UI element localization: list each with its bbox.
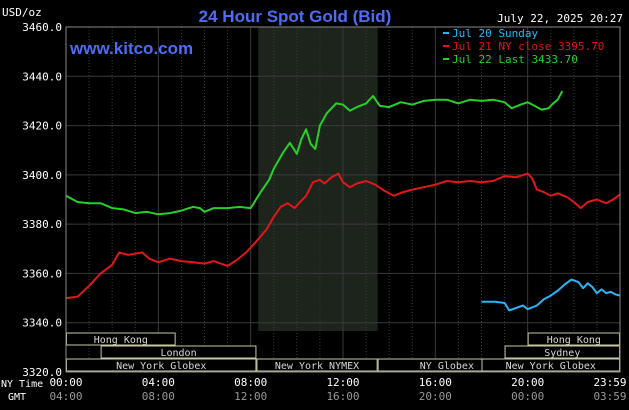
x-tick-label-gmt: 04:00: [49, 390, 82, 403]
market-label: New York Globex: [506, 361, 596, 372]
x-tick-label-gmt: 03:59: [593, 390, 626, 403]
market-bar: [100, 345, 257, 359]
grid: [65, 26, 621, 373]
x-tick-label-gmt: 20:00: [419, 390, 452, 403]
x-axis-ticks: 00:0004:0004:0008:0008:0012:0012:0016:00…: [49, 376, 626, 403]
y-tick-label: 3400.0: [22, 169, 62, 182]
legend-entry: Jul 21 NY close 3395.70: [452, 40, 604, 53]
x-tick-label-gmt: 08:00: [142, 390, 175, 403]
legend-entry: Jul 20 Sunday: [452, 27, 538, 40]
market-label: London: [160, 348, 196, 359]
x-tick-label-gmt: 12:00: [234, 390, 267, 403]
site-watermark[interactable]: www.kitco.com: [69, 39, 193, 58]
series-line: [481, 278, 621, 312]
plot-frame: [65, 26, 621, 373]
y-axis-ticks: 3460.0 3440.0 3420.0 3400.0 3380.0 3360.0 3340…: [22, 21, 62, 379]
x-tick-label-ny: 20:00: [511, 376, 544, 389]
market-label: New York Globex: [116, 361, 206, 372]
y-tick-label: 3440.0: [22, 70, 62, 83]
timestamp: July 22, 2025 20:27: [497, 12, 623, 25]
legend-entry: Jul 22 Last 3433.70: [452, 53, 578, 66]
y-tick-label: 3460.0: [22, 21, 62, 34]
market-label: Hong Kong: [94, 335, 148, 346]
chart-title: 24 Hour Spot Gold (Bid): [199, 7, 392, 26]
x-tick-label-ny: 12:00: [326, 376, 359, 389]
gmt-label: GMT: [8, 392, 26, 403]
x-tick-label-ny: 23:59: [593, 376, 626, 389]
market-label: NY Globex: [420, 361, 474, 372]
market-session-bars: Hong Kong London New York Globex New York N…: [66, 332, 621, 372]
market-label: Hong Kong: [547, 335, 601, 346]
series-line: [65, 172, 621, 300]
market-label: Sydney: [544, 348, 580, 359]
y-axis-label: USD/oz: [2, 6, 42, 19]
x-tick-label-gmt: 16:00: [326, 390, 359, 403]
y-tick-label: 3340.0: [22, 317, 62, 330]
y-tick-label: 3360.0: [22, 267, 62, 280]
x-tick-label-ny: 08:00: [234, 376, 267, 389]
ny-time-label: NY Time: [1, 379, 43, 390]
x-tick-label-ny: 16:00: [419, 376, 452, 389]
series-line: [65, 90, 564, 216]
x-tick-label-ny: 00:00: [49, 376, 82, 389]
y-tick-label: 3320.0: [22, 366, 62, 379]
y-tick-label: 3420.0: [22, 120, 62, 133]
x-tick-label-gmt: 00:00: [511, 390, 544, 403]
series-lines: [65, 90, 621, 312]
market-label: New York NYMEX: [275, 361, 359, 372]
nymex-session-shade: [258, 27, 378, 331]
y-tick-label: 3380.0: [22, 218, 62, 231]
x-tick-label-ny: 04:00: [142, 376, 175, 389]
market-bar: [256, 358, 378, 372]
